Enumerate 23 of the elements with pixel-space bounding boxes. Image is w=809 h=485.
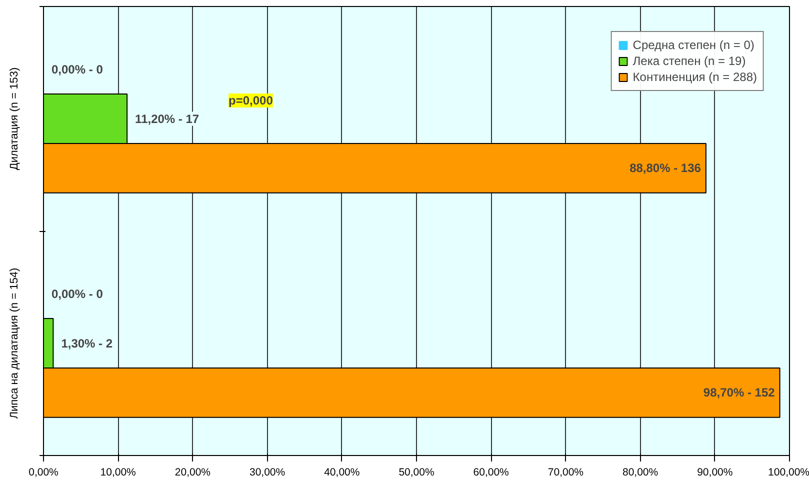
data-label: 88,80% - 136 [630, 161, 702, 176]
legend-label: Средна степен (n = 0) [632, 38, 754, 52]
x-tick-label: 60,00% [473, 466, 509, 478]
x-tick-label: 0,00% [28, 466, 58, 478]
legend-label: Континенция (n = 288) [632, 70, 757, 84]
x-tick-label: 50,00% [398, 466, 434, 478]
y-tick-label: Липса на дилатация (n = 154) [8, 268, 20, 419]
data-label: 1,30% - 2 [61, 336, 113, 350]
y-tick-label: Дилатация (n = 153) [8, 67, 20, 170]
legend-label: Лека степен (n = 19) [632, 54, 746, 68]
x-tick-label: 10,00% [100, 466, 136, 478]
x-tick-label: 80,00% [622, 466, 658, 478]
data-label: 0,00% - 0 [52, 62, 104, 76]
annotation: p=0,000 [228, 94, 274, 108]
data-label: 98,70% - 152 [703, 386, 776, 400]
data-label: 0,00% - 0 [52, 286, 104, 301]
data-label: 11,20% - 17 [135, 112, 200, 126]
x-tick-label: 30,00% [249, 466, 286, 478]
x-tick-label: 70,00% [548, 466, 584, 478]
x-tick-label: 20,00% [174, 466, 211, 478]
x-tick-label: 40,00% [324, 466, 360, 478]
x-tick-label: 90,00% [697, 466, 733, 478]
x-tick-label: 100,00% [768, 466, 809, 478]
